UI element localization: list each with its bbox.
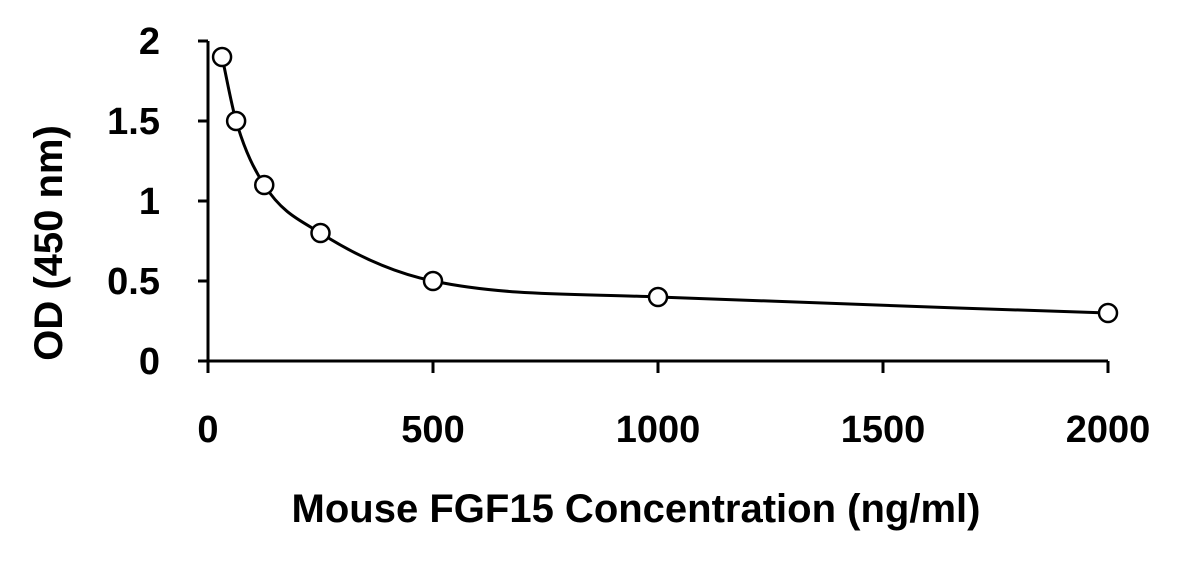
x-tick-label: 0 <box>197 409 218 451</box>
points-layer <box>211 46 1119 324</box>
x-tick-label: 500 <box>401 409 464 451</box>
x-tick-label: 1000 <box>616 409 701 451</box>
data-point <box>310 222 331 244</box>
ticks-layer: 0 0.5 1 1.5 2 0 500 1000 1500 2000 <box>107 21 1150 451</box>
x-tick-label: 1500 <box>841 409 926 451</box>
y-tick-label: 1.5 <box>107 101 160 143</box>
x-tick-label: 2000 <box>1066 409 1151 451</box>
data-point <box>225 110 247 132</box>
data-point <box>422 270 444 292</box>
y-tick-label: 1 <box>139 181 160 223</box>
y-tick-label: 2 <box>139 21 160 63</box>
curve-layer <box>220 56 1109 315</box>
x-axis-title: Mouse FGF15 Concentration (ng/ml) <box>292 487 981 531</box>
y-tick-label: 0.5 <box>107 261 160 303</box>
fit-curve <box>220 56 1109 315</box>
data-point <box>211 46 233 68</box>
y-axis-title: OD (450 nm) <box>27 125 71 361</box>
y-tick-label: 0 <box>139 341 160 383</box>
data-point <box>1097 302 1119 324</box>
axes-layer <box>206 41 1108 363</box>
data-point <box>254 174 275 196</box>
data-point <box>647 286 669 308</box>
